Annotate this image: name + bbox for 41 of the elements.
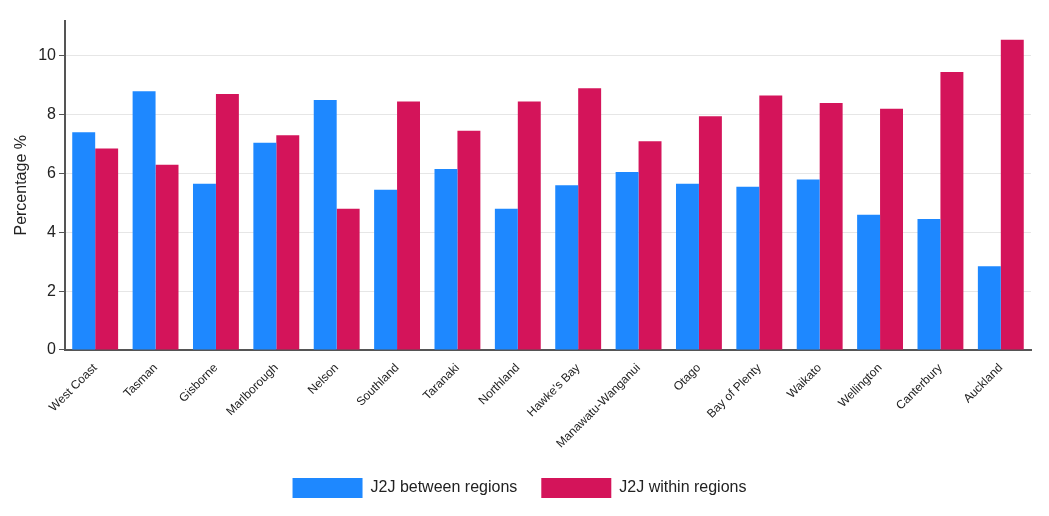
bar: [857, 214, 881, 350]
bar: [517, 101, 541, 350]
bar: [940, 72, 964, 350]
bar: [397, 101, 420, 350]
bar: [95, 148, 119, 350]
bar: [615, 172, 639, 350]
bar: [374, 189, 398, 350]
bar: [215, 94, 239, 350]
bar: [155, 164, 179, 350]
y-axis-title: Percentage %: [12, 135, 30, 236]
bar: [336, 208, 360, 350]
bar: [253, 142, 277, 350]
bar: [675, 183, 699, 350]
y-tick-label: 0: [47, 340, 57, 358]
legend-label: J2J between regions: [370, 478, 518, 496]
bar: [132, 91, 156, 350]
bar: [1000, 39, 1024, 350]
bar: [759, 95, 783, 350]
y-tick-label: 6: [47, 163, 57, 181]
y-tick-label: 10: [38, 46, 57, 64]
bar: [819, 102, 843, 350]
bar: [698, 116, 722, 350]
bar: [276, 135, 300, 350]
bar: [313, 100, 337, 350]
y-tick-label: 4: [47, 222, 57, 240]
bar: [736, 186, 760, 350]
bar: [434, 169, 458, 350]
bar: [457, 130, 481, 350]
bar: [796, 179, 820, 350]
y-tick-label: 8: [47, 105, 57, 123]
bar: [880, 108, 904, 350]
bar: [72, 132, 96, 350]
bar: [917, 219, 941, 350]
bar: [494, 208, 518, 350]
bar: [555, 185, 579, 350]
y-tick-label: 2: [47, 281, 57, 299]
bar: [638, 141, 662, 350]
legend-label: J2J within regions: [619, 478, 747, 496]
bar: [977, 266, 1001, 350]
bar: [578, 88, 602, 350]
bar: [192, 183, 216, 350]
